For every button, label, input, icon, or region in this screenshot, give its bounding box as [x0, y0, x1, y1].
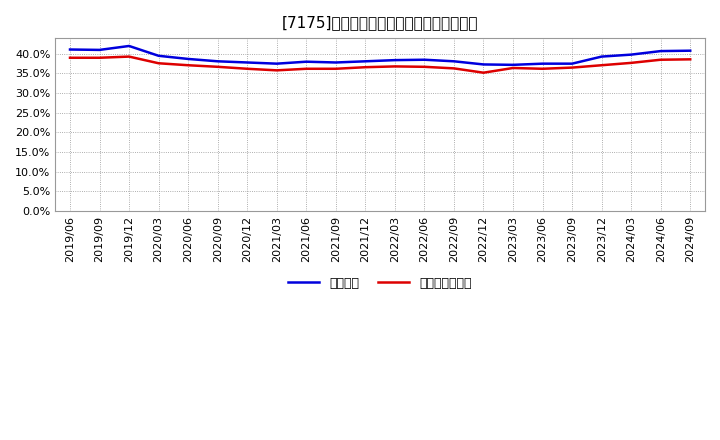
固定長期適合率	[480, 70, 488, 75]
固定長期適合率	[539, 66, 547, 71]
固定比率	[420, 57, 428, 62]
Title: [7175]　固定比率、固定長期適合率の推移: [7175] 固定比率、固定長期適合率の推移	[282, 15, 478, 30]
固定長期適合率	[184, 62, 192, 68]
固定比率	[449, 59, 458, 64]
固定長期適合率	[509, 66, 518, 71]
固定長期適合率	[272, 68, 281, 73]
固定長期適合率	[125, 54, 133, 59]
固定長期適合率	[95, 55, 104, 60]
固定比率	[184, 56, 192, 62]
固定比率	[627, 52, 636, 57]
固定長期適合率	[243, 66, 251, 71]
固定長期適合率	[390, 64, 399, 69]
固定長期適合率	[302, 66, 310, 71]
固定長期適合率	[420, 64, 428, 70]
固定比率	[361, 59, 369, 64]
固定長期適合率	[627, 60, 636, 66]
固定長期適合率	[449, 66, 458, 71]
固定比率	[390, 58, 399, 63]
固定比率	[657, 48, 665, 54]
固定長期適合率	[686, 57, 695, 62]
Line: 固定比率: 固定比率	[70, 46, 690, 65]
固定長期適合率	[66, 55, 74, 60]
固定比率	[95, 47, 104, 52]
固定比率	[243, 60, 251, 65]
固定比率	[686, 48, 695, 53]
固定比率	[272, 61, 281, 66]
固定長期適合率	[154, 61, 163, 66]
固定比率	[509, 62, 518, 67]
固定長期適合率	[657, 57, 665, 62]
固定比率	[568, 61, 577, 66]
固定長期適合率	[598, 62, 606, 68]
固定長期適合率	[331, 66, 340, 71]
固定比率	[480, 62, 488, 67]
固定比率	[66, 47, 74, 52]
固定長期適合率	[361, 65, 369, 70]
Legend: 固定比率, 固定長期適合率: 固定比率, 固定長期適合率	[283, 272, 477, 295]
固定長期適合率	[213, 64, 222, 70]
固定比率	[302, 59, 310, 64]
固定比率	[125, 43, 133, 48]
固定比率	[331, 60, 340, 65]
固定比率	[598, 54, 606, 59]
固定長期適合率	[568, 65, 577, 70]
固定比率	[539, 61, 547, 66]
固定比率	[154, 53, 163, 59]
固定比率	[213, 59, 222, 64]
Line: 固定長期適合率: 固定長期適合率	[70, 57, 690, 73]
